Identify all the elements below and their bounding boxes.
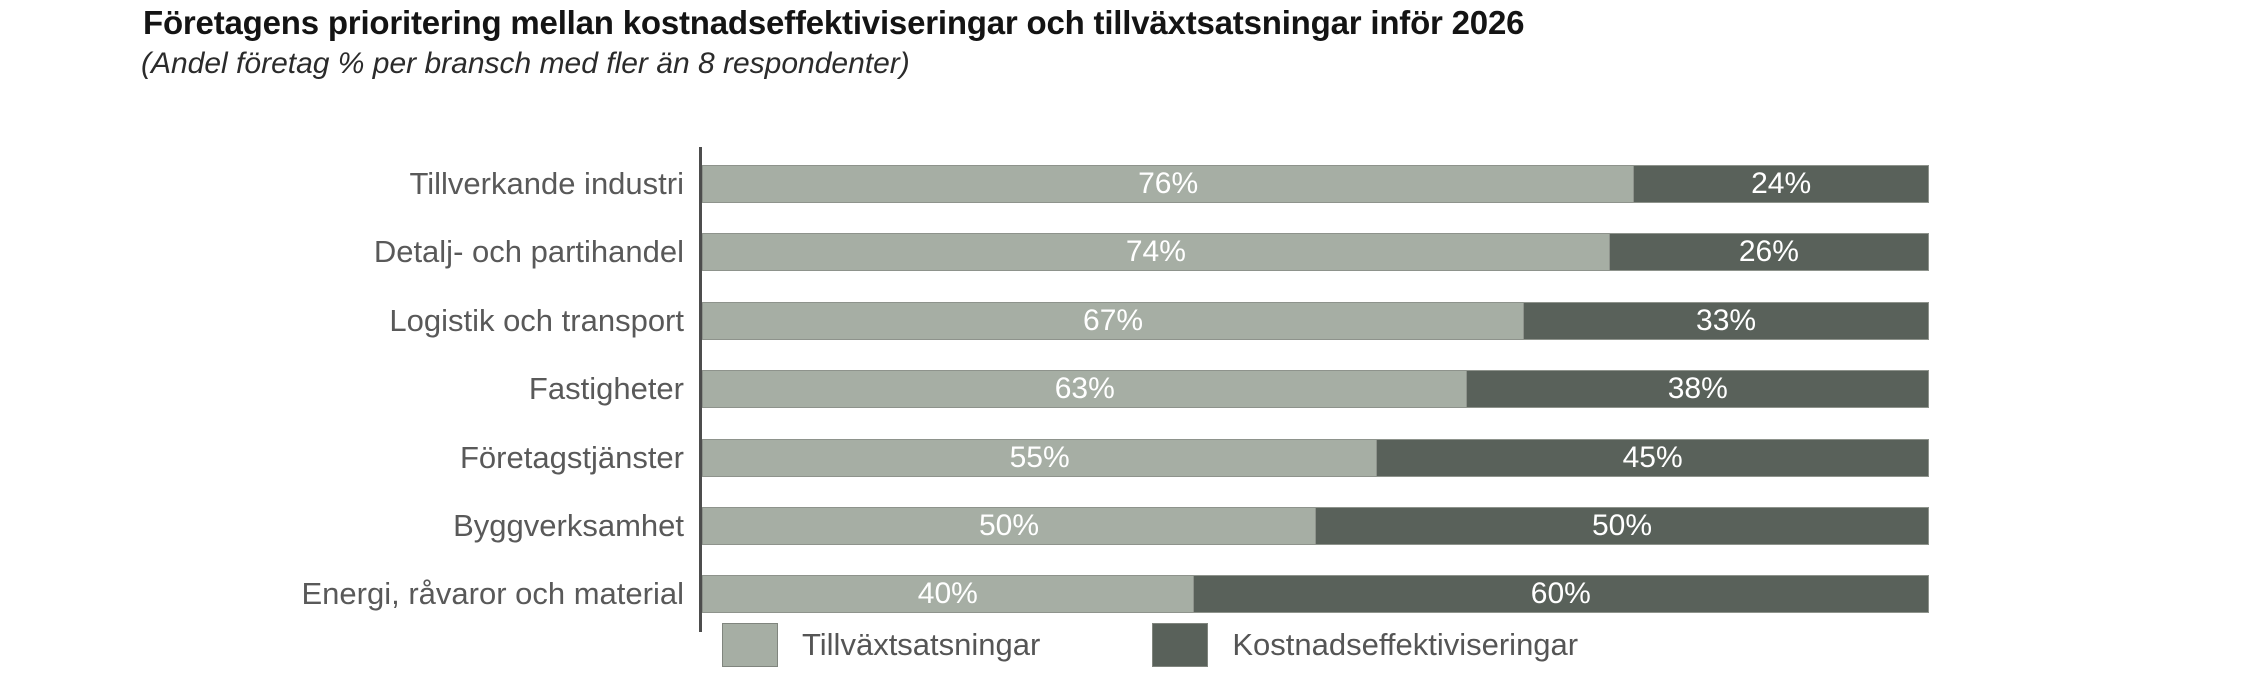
chart-subtitle: (Andel företag % per bransch med fler än… (141, 47, 910, 80)
plot-area: 76% 24% 74% 26% 67% 33% 63% 38% 55% 45% 50% 50% 40% 6… (702, 165, 1929, 644)
bar-row: 63% 38% (702, 370, 1929, 409)
bar-row: 55% 45% (702, 438, 1929, 477)
bar-row: 67% 33% (702, 301, 1929, 340)
category-label: Fastigheter (528, 371, 684, 407)
bar-segment-cost: 45% (1377, 438, 1929, 477)
legend-label-cost: Kostnadseffektiviseringar (1232, 627, 1579, 662)
bar-segment-cost: 33% (1524, 301, 1929, 340)
bar-segment-cost: 26% (1609, 233, 1929, 272)
y-axis-line (699, 147, 702, 632)
bar-segment-growth: 74% (702, 233, 1610, 272)
category-axis: Tillverkande industri Detalj- och partiha… (0, 165, 685, 644)
bar-segment-growth: 40% (702, 575, 1194, 614)
bar-segment-cost: 50% (1316, 506, 1929, 545)
bar-row: 40% 60% (702, 575, 1929, 614)
bar-row: 50% 50% (702, 506, 1929, 545)
category-label: Logistik och transport (389, 302, 684, 338)
bar-segment-growth: 55% (702, 438, 1378, 477)
legend-swatch-growth (722, 623, 778, 667)
legend-item-growth: Tillväxtsatsningar (722, 623, 1040, 667)
bar-segment-growth: 50% (702, 506, 1316, 545)
bar-row: 76% 24% (702, 165, 1929, 203)
bar-segment-growth: 63% (702, 370, 1468, 409)
legend-swatch-cost (1152, 623, 1209, 667)
bar-segment-cost: 60% (1193, 575, 1929, 614)
category-label: Byggverksamhet (453, 507, 684, 543)
bar-segment-cost: 38% (1467, 370, 1929, 409)
category-label: Detalj- och partihandel (373, 234, 684, 270)
legend: Tillväxtsatsningar Kostnadseffektiviseri… (722, 623, 1578, 667)
category-label: Tillverkande industri (409, 166, 684, 201)
legend-label-growth: Tillväxtsatsningar (802, 627, 1041, 662)
category-label: Energi, råvaror och material (301, 576, 685, 612)
category-label: Företagstjänster (460, 439, 684, 475)
chart-title: Företagens prioritering mellan kostnadse… (143, 4, 1525, 41)
bar-segment-cost: 24% (1634, 165, 1929, 203)
bar-row: 74% 26% (702, 233, 1929, 272)
legend-item-cost: Kostnadseffektiviseringar (1152, 623, 1578, 667)
bar-segment-growth: 76% (702, 165, 1635, 203)
bar-segment-growth: 67% (702, 301, 1525, 340)
